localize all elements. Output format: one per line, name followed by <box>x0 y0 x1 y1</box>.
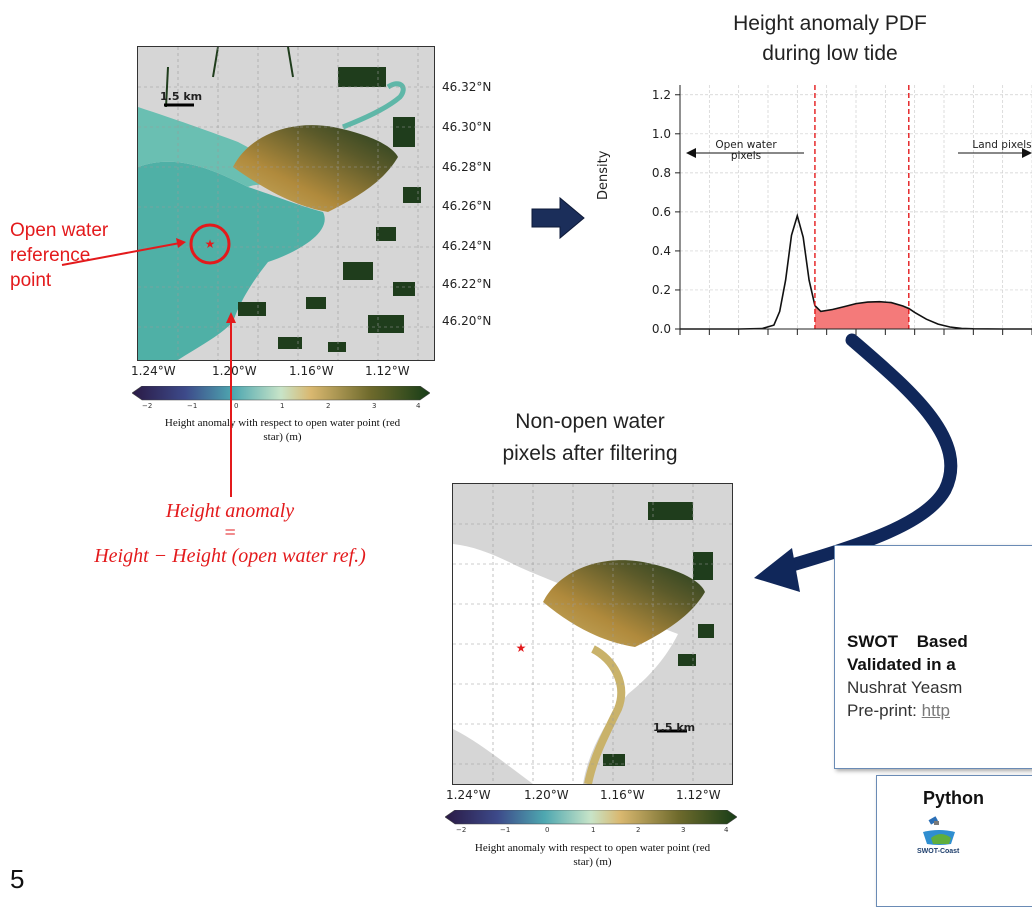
y-tick-label: 0.6 <box>652 205 671 219</box>
lon-label: 1.20°W <box>524 788 569 802</box>
python-title: Python <box>923 788 984 808</box>
flow-arrow-right-icon <box>531 196 585 240</box>
map-top-left-graphic: ★ <box>138 47 434 360</box>
corner-glyph: 5 <box>10 864 25 894</box>
y-tick-label: 0.8 <box>652 166 671 180</box>
lat-label: 46.20°N <box>442 314 492 328</box>
swot-coast-logo-text: SWOT-Coast <box>917 848 960 855</box>
lat-label: 46.32°N <box>442 80 492 94</box>
colorbar-caption: Height anomaly with respect to open wate… <box>474 842 711 868</box>
y-axis-label: Density <box>596 150 611 200</box>
open-water-label: Open water pixels <box>715 139 777 162</box>
formula-arrow <box>226 312 236 497</box>
lat-label: 46.28°N <box>442 160 492 174</box>
lat-label: 46.24°N <box>442 239 492 253</box>
map-filtered: ★ <box>452 483 733 785</box>
pdf-chart: 0.0 0.2 0.4 0.6 0.8 1.0 1.2 <box>652 85 1032 336</box>
lon-label: 1.12°W <box>676 788 721 802</box>
colorbar-ticks: −2 −1 0 1 2 3 4 <box>456 826 729 834</box>
lon-label: 1.12°W <box>365 364 410 378</box>
lat-label: 46.30°N <box>442 120 492 134</box>
lon-label: 1.16°W <box>600 788 645 802</box>
paper-author: Nushrat Yeasm <box>847 678 963 697</box>
map1-scale-label: 1.5 km <box>160 90 203 103</box>
colorbar-bottom <box>445 810 737 825</box>
preprint-link[interactable]: http <box>921 701 951 720</box>
colorbar-ticks: −2 −1 0 1 2 3 4 <box>142 402 421 410</box>
preprint-row: Pre-print: http <box>847 701 951 720</box>
reference-point-label: Open water reference point <box>10 220 109 291</box>
red-star-icon: ★ <box>205 237 216 251</box>
map-filtered-graphic: ★ <box>453 484 732 784</box>
pdf-curve <box>680 212 1032 330</box>
lon-label: 1.20°W <box>212 364 257 378</box>
reference-arrow <box>61 238 186 266</box>
colorbar-caption: Height anomaly with respect to open wate… <box>164 417 401 443</box>
formula-line2: = <box>223 522 237 544</box>
lat-label: 46.22°N <box>442 277 492 291</box>
reference-point-circle <box>189 223 231 265</box>
paper-title-line2: Validated in a <box>847 655 956 674</box>
paper-info-box: SWOT Based Validated in a Nushrat Yeasm … <box>834 545 1032 769</box>
filtered-region-fill <box>814 301 909 329</box>
pdf-title-line1: Height anomaly PDF <box>733 12 927 35</box>
y-tick-label: 1.2 <box>652 88 671 102</box>
formula-line1: Height anomaly <box>165 500 295 522</box>
land-arrow-icon <box>958 148 1032 158</box>
colorbar-top-left <box>132 386 430 401</box>
swot-coast-logo-icon <box>923 816 955 845</box>
lon-label: 1.24°W <box>446 788 491 802</box>
python-tool-box: Python SWOT-Coast <box>876 775 1032 907</box>
lon-label: 1.16°W <box>289 364 334 378</box>
y-tick-label: 0.2 <box>652 283 671 297</box>
open-water-arrow-icon <box>686 148 804 158</box>
map2-title-line2: pixels after filtering <box>502 442 678 465</box>
lon-label: 1.24°W <box>131 364 176 378</box>
map-top-left: ★ <box>137 46 435 361</box>
land-label: Land pixels <box>972 139 1032 151</box>
y-tick-label: 0.0 <box>652 322 671 336</box>
pdf-title-line2: during low tide <box>762 42 898 65</box>
y-tick-label: 0.4 <box>652 244 671 258</box>
lat-label: 46.26°N <box>442 199 492 213</box>
paper-title-line1: SWOT Based <box>847 632 968 651</box>
map2-title-line1: Non-open water <box>515 410 665 433</box>
map2-scale-label: 1.5 km <box>653 721 696 734</box>
formula-line3: Height − Height (open water ref.) <box>94 545 366 567</box>
red-star-icon: ★ <box>516 641 527 655</box>
y-tick-label: 1.0 <box>652 127 671 141</box>
